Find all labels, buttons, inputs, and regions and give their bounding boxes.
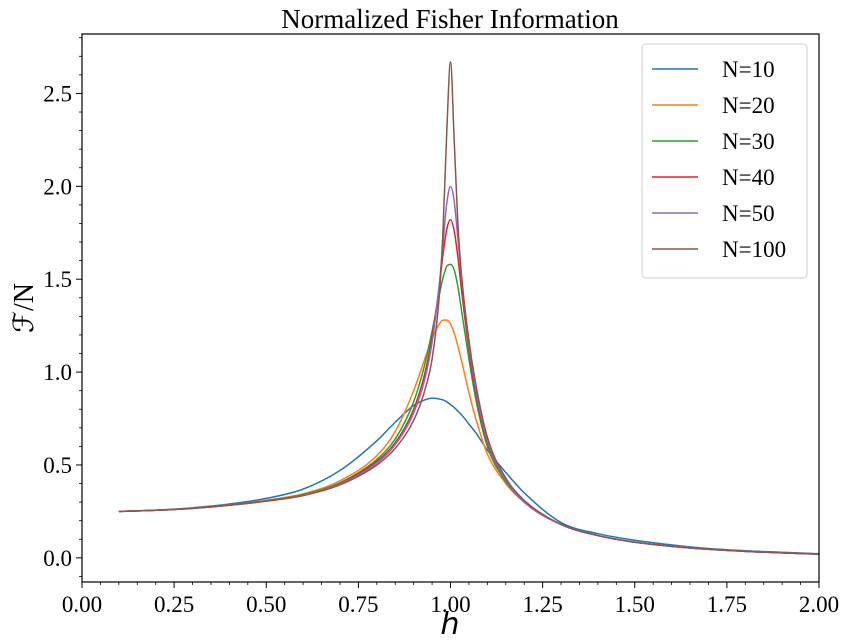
y-tick-label: 2.5: [43, 81, 72, 106]
x-tick-label: 1.75: [707, 592, 747, 617]
y-tick-label: 1.5: [43, 267, 72, 292]
x-tick-label: 0.75: [338, 592, 378, 617]
x-axis: 0.00 0.25 0.50 0.75 1.00 1.25 1.50 1.75 2.00: [62, 582, 839, 617]
x-tick-label: 0.50: [246, 592, 286, 617]
chart-title: Normalized Fisher Information: [281, 4, 619, 34]
x-axis-label: h: [440, 607, 459, 640]
legend: N=10 N=20 N=30 N=40 N=50 N=100: [641, 43, 808, 279]
y-tick-label: 0.5: [43, 453, 72, 478]
x-tick-label: 1.25: [523, 592, 563, 617]
legend-box: [641, 43, 808, 279]
x-tick-label: 0.25: [154, 592, 194, 617]
legend-label: N=30: [722, 129, 775, 154]
legend-label: N=40: [722, 165, 775, 190]
x-tick-label: 1.50: [615, 592, 655, 617]
legend-label: N=50: [722, 201, 775, 226]
plot-lines: [118, 61, 820, 555]
legend-label: N=20: [722, 93, 775, 118]
y-tick-label: 0.0: [43, 546, 72, 571]
series-line-n-100: [118, 61, 820, 555]
y-tick-label: 2.0: [43, 174, 72, 199]
legend-label: N=100: [722, 237, 786, 262]
legend-label: N=10: [722, 57, 775, 82]
y-axis-label: ℱ/N: [9, 283, 40, 333]
x-tick-label: 2.00: [799, 592, 839, 617]
y-tick-label: 1.0: [43, 360, 72, 385]
x-tick-label: 1.00: [430, 592, 470, 617]
series-line-n-10: [118, 397, 820, 555]
series-line-n-30: [118, 263, 820, 555]
y-axis: 0.0 0.5 1.0 1.5 2.0 2.5: [43, 37, 82, 577]
x-tick-label: 0.00: [62, 592, 102, 617]
